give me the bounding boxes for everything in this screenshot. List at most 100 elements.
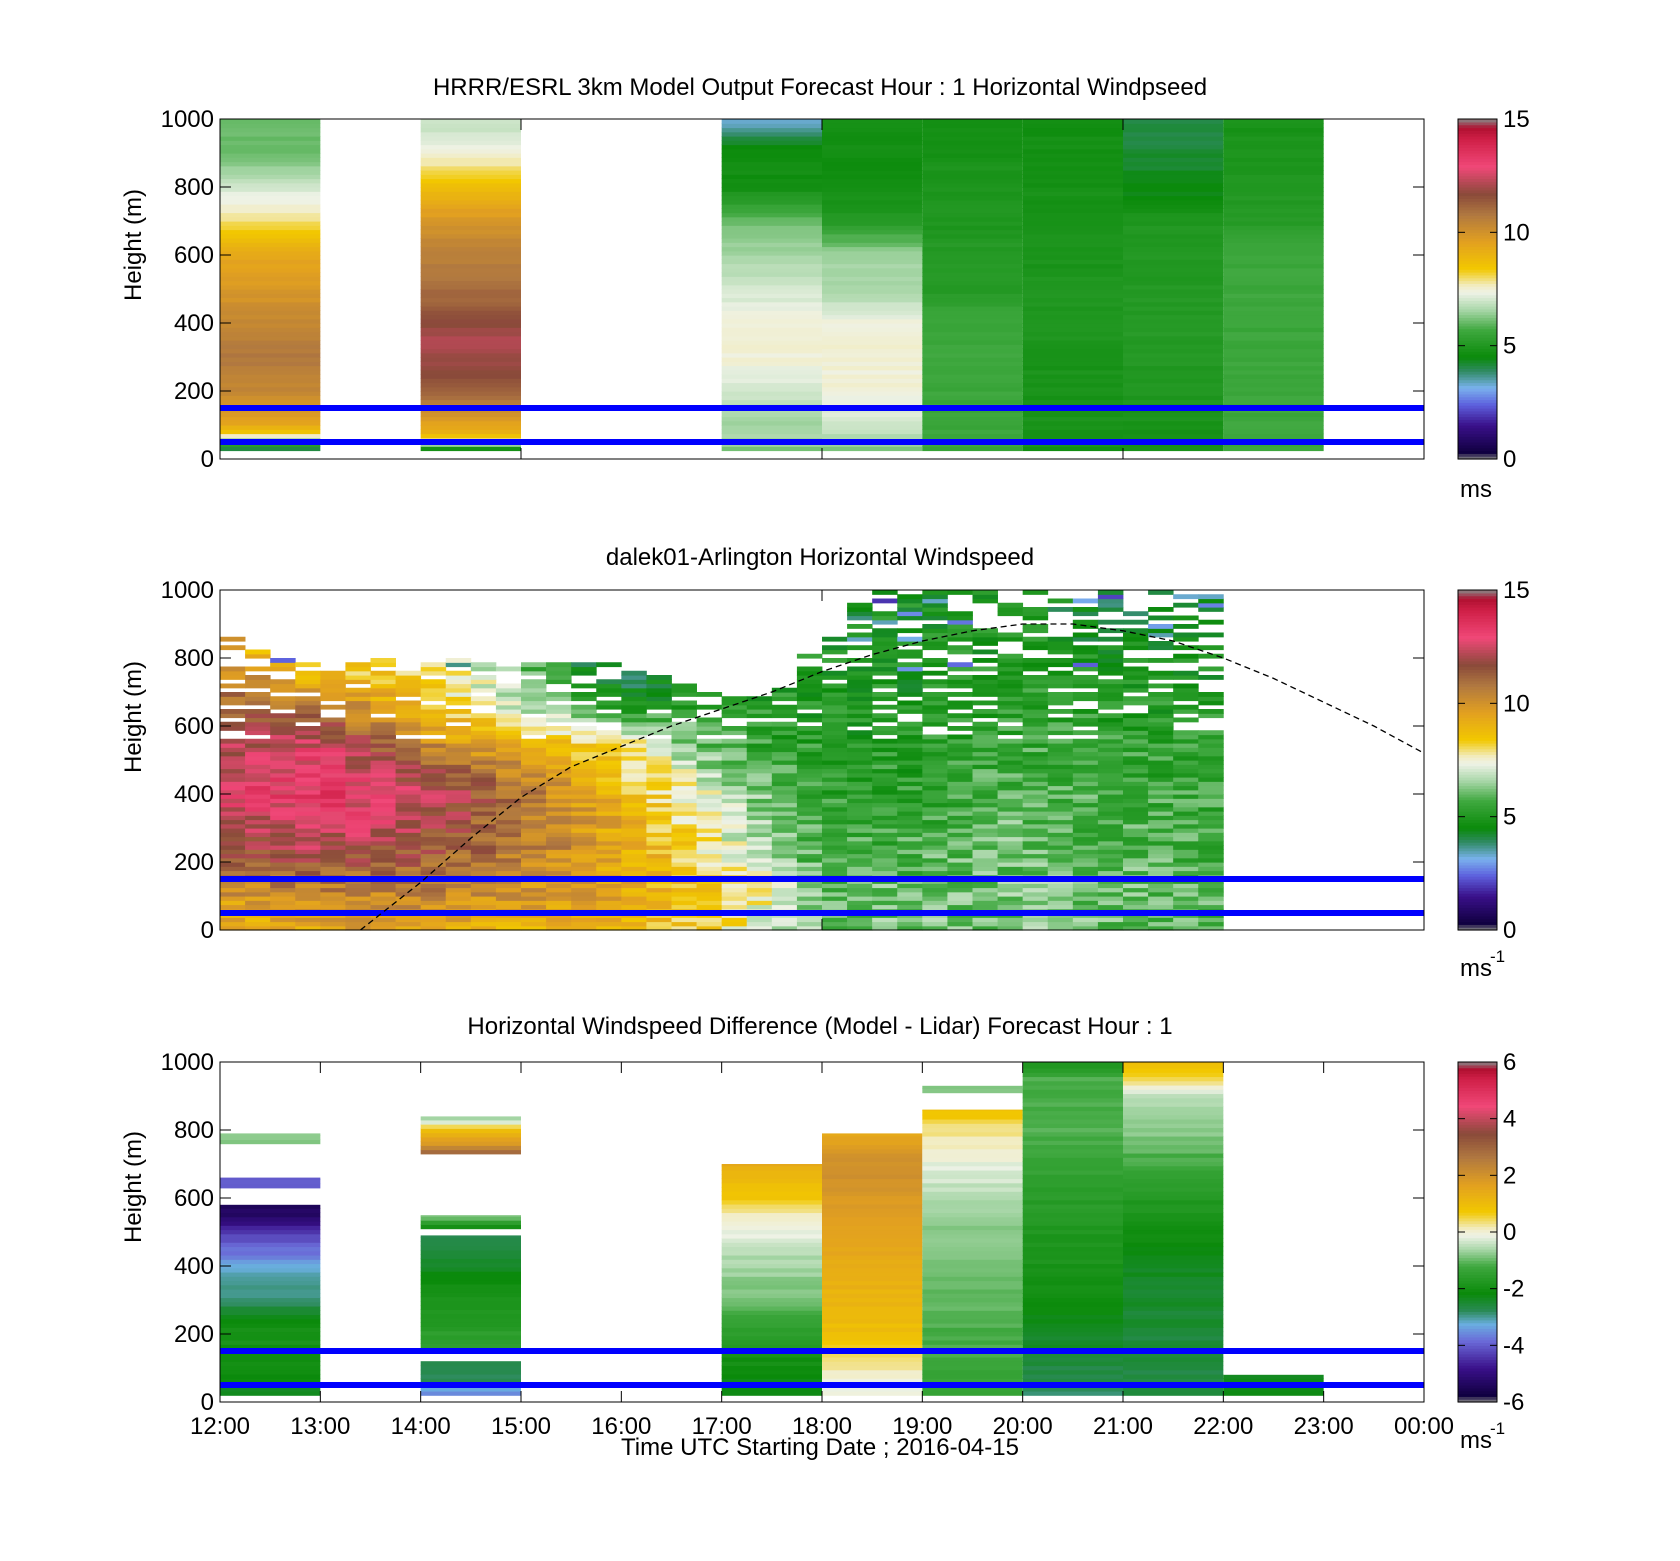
panel-model-cell <box>721 148 822 154</box>
panel-lidar-cell <box>270 798 296 804</box>
panel-model-cell <box>1223 195 1324 201</box>
panel-lidar-cell <box>822 789 848 795</box>
panel-lidar-cell <box>671 802 697 808</box>
panel-lidar-cell <box>370 921 396 927</box>
panel-model-cell <box>721 335 822 341</box>
panel-lidar-cell <box>671 806 697 812</box>
panel-lidar-cell <box>1173 900 1199 906</box>
panel-lidar-cell <box>847 798 873 804</box>
panel-difference-colorbar-step <box>1458 1081 1497 1086</box>
panel-model-cell <box>1123 382 1224 388</box>
panel-lidar-colorbar-step <box>1458 791 1497 795</box>
panel-lidar-cell <box>997 781 1024 787</box>
panel-lidar-cell <box>245 743 271 748</box>
panel-lidar-cell <box>621 845 647 850</box>
panel-lidar-cell <box>847 607 873 612</box>
panel-difference-cell <box>822 1242 923 1248</box>
panel-lidar-cell <box>847 781 873 787</box>
panel-lidar-cell <box>395 777 422 782</box>
panel-lidar-cell <box>822 896 848 901</box>
panel-model-colorbar-step <box>1458 133 1497 137</box>
panel-lidar-cell <box>521 828 547 833</box>
panel-difference-cell <box>220 1139 321 1145</box>
panel-model-colorbar-step <box>1458 297 1497 301</box>
panel-lidar-cell <box>621 789 647 795</box>
panel-lidar-cell <box>395 904 422 910</box>
panel-difference-cell <box>922 1327 1023 1333</box>
panel-lidar-cell <box>1047 662 1074 668</box>
panel-lidar-cell <box>345 896 371 901</box>
panel-lidar-cell <box>922 883 948 889</box>
panel-lidar-cell <box>696 883 723 889</box>
panel-difference-cell <box>420 1275 521 1281</box>
panel-lidar-colorbar-step <box>1458 615 1497 619</box>
panel-lidar-cell <box>671 921 697 927</box>
panel-lidar-cell <box>947 887 973 893</box>
panel-lidar-cell <box>1173 921 1199 927</box>
panel-lidar-cell <box>370 887 396 893</box>
panel-difference-cell <box>1123 1361 1224 1367</box>
panel-lidar-cell <box>1198 619 1224 625</box>
panel-difference-cells <box>220 1062 1324 1396</box>
panel-difference-cell <box>922 1339 1023 1345</box>
panel-lidar-cell <box>1022 849 1049 855</box>
panel-lidar-cell <box>847 692 873 697</box>
panel-lidar-cell <box>1173 870 1199 876</box>
panel-lidar-cell <box>420 840 447 846</box>
panel-model-colorbar-step <box>1458 359 1497 364</box>
panel-model-cell <box>721 170 822 175</box>
panel-lidar-cell <box>345 819 371 825</box>
panel-lidar-cell <box>997 772 1024 778</box>
panel-difference-cell <box>721 1246 822 1252</box>
panel-model-colorbar-step <box>1458 382 1497 386</box>
panel-lidar-cell <box>220 738 246 744</box>
panel-model-cell <box>1123 267 1224 273</box>
panel-model-cell <box>220 170 321 175</box>
panel-lidar-cell <box>771 785 798 791</box>
panel-model-cell <box>822 433 923 439</box>
panel-lidar-colorbar-step <box>1458 850 1497 855</box>
panel-lidar-cell <box>370 806 396 812</box>
panel-difference-colorbar-unit-exponent: -1 <box>1490 1419 1505 1438</box>
panel-lidar-cell <box>1173 755 1199 761</box>
panel-model-cell <box>420 233 521 239</box>
panel-lidar-cell <box>596 717 622 723</box>
panel-model-cell <box>1022 208 1123 214</box>
panel-lidar-cell <box>671 794 697 799</box>
panel-model-cell <box>220 233 321 239</box>
panel-difference-colorbar-tick-label: -6 <box>1503 1389 1524 1416</box>
panel-lidar-cell <box>220 743 246 748</box>
panel-model-colorbar-step <box>1458 408 1497 412</box>
panel-lidar-cell <box>897 794 923 799</box>
panel-lidar-cell <box>245 679 271 685</box>
panel-difference-cell <box>822 1246 923 1252</box>
panel-lidar-cell <box>1047 675 1074 680</box>
panel-lidar-cell <box>947 619 973 625</box>
panel-model-cell <box>1223 327 1324 333</box>
panel-lidar-cell <box>771 789 798 795</box>
panel-model-cell <box>922 429 1023 435</box>
panel-lidar-cell <box>295 700 321 706</box>
panel-lidar-cell <box>997 904 1024 910</box>
panel-difference-cell <box>1022 1339 1123 1345</box>
panel-lidar-cell <box>295 853 321 859</box>
panel-lidar-cell <box>872 802 898 808</box>
panel-lidar-cell <box>847 849 873 855</box>
panel-model-colorbar-step <box>1458 374 1497 378</box>
panel-lidar-cell <box>621 917 647 923</box>
panel-difference-cell <box>1022 1067 1123 1073</box>
panel-lidar-cell <box>796 777 823 782</box>
panel-lidar-cell <box>596 828 622 833</box>
panel-lidar-cell <box>571 866 597 872</box>
panel-lidar-cell <box>771 692 798 697</box>
panel-lidar-cell <box>1198 602 1224 608</box>
panel-model-colorbar-tick-label: 15 <box>1503 106 1530 133</box>
panel-difference-cell <box>1022 1157 1123 1163</box>
panel-lidar-cell <box>596 921 622 927</box>
panel-difference-cell <box>922 1182 1023 1188</box>
panel-lidar-cell <box>972 849 998 855</box>
panel-lidar-cell <box>220 904 246 910</box>
panel-model-cell <box>721 357 822 362</box>
panel-lidar-cell <box>1198 709 1224 714</box>
panel-lidar-cell <box>445 883 472 889</box>
